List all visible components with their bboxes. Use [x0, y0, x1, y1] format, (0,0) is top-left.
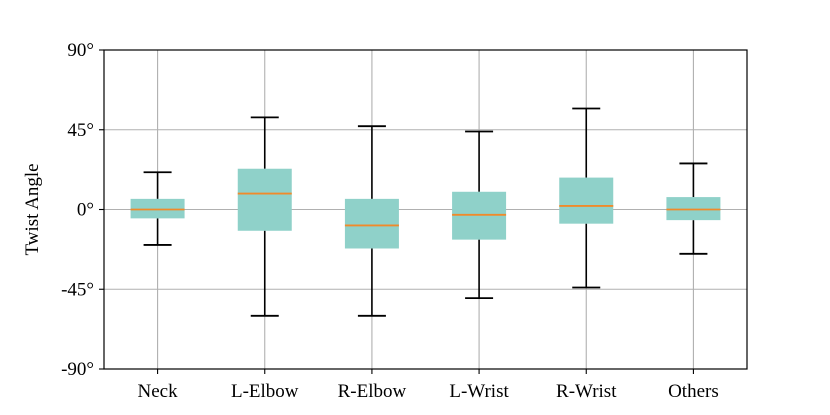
- x-tick-label: Neck: [138, 381, 179, 402]
- x-tick-label: Others: [668, 381, 719, 402]
- x-tick-label: L-Elbow: [231, 381, 299, 402]
- iqr-box: [344, 198, 399, 249]
- x-tick-labels: Neck L-Elbow R-Elbow L-Wrist R-Wrist Others: [138, 381, 719, 402]
- box-others: [666, 162, 721, 255]
- y-tick-label: 0°: [77, 200, 94, 221]
- box-r-wrist: [559, 107, 614, 289]
- x-tick-label: R-Elbow: [338, 381, 407, 402]
- y-axis-label: Twist Angle: [22, 163, 43, 255]
- box-neck: [130, 171, 185, 246]
- grid-lines: [104, 49, 747, 370]
- x-tick-label: R-Wrist: [556, 381, 617, 402]
- iqr-box: [559, 177, 614, 224]
- y-tick-label: 45°: [67, 120, 94, 141]
- y-tick-label: -90°: [61, 359, 94, 380]
- box-plot-series: [130, 107, 721, 317]
- y-tick-label: -45°: [61, 279, 94, 300]
- y-tick-label: 90°: [67, 40, 94, 61]
- box-r-elbow: [344, 125, 399, 317]
- iqr-box: [237, 168, 292, 231]
- y-tick-labels: -90° -45° 0° 45° 90°: [61, 40, 94, 380]
- box-l-wrist: [452, 130, 507, 300]
- box-l-elbow: [237, 116, 292, 317]
- tick-marks: [99, 49, 694, 374]
- x-tick-label: L-Wrist: [449, 381, 509, 402]
